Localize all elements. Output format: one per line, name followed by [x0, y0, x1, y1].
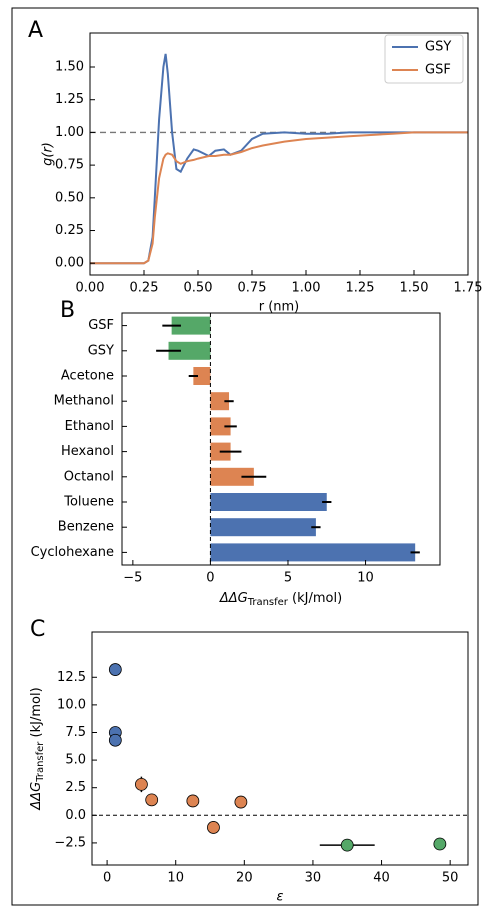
bar — [210, 543, 416, 562]
plot-frame — [89, 32, 469, 276]
panel-label: C — [30, 617, 45, 642]
y-tick-label: GSY — [88, 343, 114, 358]
label-main: ΔΔG — [219, 591, 248, 606]
x-tick-label: 5 — [284, 571, 292, 586]
x-axis-label: r (nm) — [259, 300, 300, 315]
series-line — [90, 53, 468, 265]
y-tick-label: 10.0 — [57, 697, 86, 712]
x-tick-label: 1.00 — [292, 281, 321, 296]
bar — [193, 367, 211, 385]
y-axis-label: g(r) — [41, 142, 56, 166]
legend-label: GSY — [425, 40, 451, 55]
y-tick-label: Cyclohexane — [31, 545, 114, 560]
y-tick-label: 1.00 — [55, 125, 84, 140]
y-tick-label: Ethanol — [65, 419, 114, 434]
figure-frame — [11, 7, 479, 906]
y-tick-label: 0.0 — [65, 808, 86, 823]
label-unit: (kJ/mol) — [29, 687, 44, 741]
y-tick-label: 7.5 — [65, 725, 86, 740]
x-tick-label: 20 — [236, 871, 253, 886]
bar — [210, 518, 316, 537]
point — [135, 777, 148, 791]
y-tick-label: 1.25 — [55, 92, 84, 107]
x-tick-label: 0 — [103, 871, 111, 886]
bar — [171, 316, 211, 335]
label-unit: (kJ/mol) — [288, 591, 342, 606]
y-tick-label: 0.00 — [55, 256, 84, 271]
point — [433, 837, 447, 851]
panel-label: A — [28, 18, 43, 43]
bar — [210, 467, 254, 486]
y-tick-label: 12.5 — [57, 670, 86, 685]
panel-label: B — [60, 298, 75, 323]
axis-label: ΔΔGTransfer (kJ/mol) — [219, 591, 342, 609]
plot-frame — [91, 631, 469, 866]
point — [234, 795, 248, 809]
bar — [210, 392, 230, 411]
point — [145, 793, 159, 807]
x-tick-label: 0.50 — [184, 281, 213, 296]
y-tick-label: −2.5 — [54, 835, 86, 850]
x-tick-label: 1.25 — [346, 281, 375, 296]
y-tick-label: Hexanol — [61, 444, 114, 459]
y-tick-label: Toluene — [63, 495, 114, 510]
y-tick-label: 0.50 — [55, 190, 84, 205]
x-tick-label: 10 — [357, 571, 374, 586]
x-tick-label: 10 — [167, 871, 184, 886]
label-sub: Transfer — [35, 741, 46, 783]
x-tick-label: 1.50 — [400, 281, 429, 296]
point — [108, 663, 122, 676]
y-tick-label: 5.0 — [65, 753, 86, 768]
y-tick-label: 0.25 — [55, 223, 84, 238]
y-tick-label: GSF — [88, 318, 114, 333]
x-tick-label: 0.25 — [130, 281, 159, 296]
bar — [210, 493, 327, 511]
y-tick-label: Acetone — [61, 369, 114, 384]
x-axis-label: ε — [276, 890, 283, 905]
y-tick-label: Methanol — [54, 394, 114, 409]
y-tick-label: 1.50 — [55, 60, 84, 75]
y-tick-label: 2.5 — [65, 780, 86, 795]
legend-frame — [384, 34, 464, 84]
x-tick-label: −5 — [123, 571, 142, 586]
point — [186, 794, 200, 808]
x-tick-label: 1.75 — [454, 281, 483, 296]
x-tick-label: 40 — [373, 871, 390, 886]
x-tick-label: 0.75 — [238, 281, 267, 296]
axis-label: ΔΔGTransfer (kJ/mol) — [29, 687, 47, 810]
y-tick-label: Benzene — [58, 520, 114, 535]
x-tick-label: 0.00 — [76, 281, 105, 296]
y-tick-label: 0.75 — [55, 158, 84, 173]
bar — [168, 341, 211, 360]
label-sub: Transfer — [247, 597, 289, 608]
label-main: ΔΔG — [29, 782, 44, 811]
y-tick-label: Octanol — [64, 469, 114, 484]
point — [340, 838, 354, 852]
x-tick-label: 30 — [305, 871, 322, 886]
bar — [210, 417, 231, 436]
x-tick-label: 50 — [442, 871, 459, 886]
plot-frame — [121, 312, 441, 566]
point — [108, 733, 122, 747]
series-line — [90, 131, 468, 265]
x-tick-label: 0 — [206, 571, 214, 586]
legend-label: GSF — [425, 63, 451, 78]
point — [207, 821, 220, 834]
